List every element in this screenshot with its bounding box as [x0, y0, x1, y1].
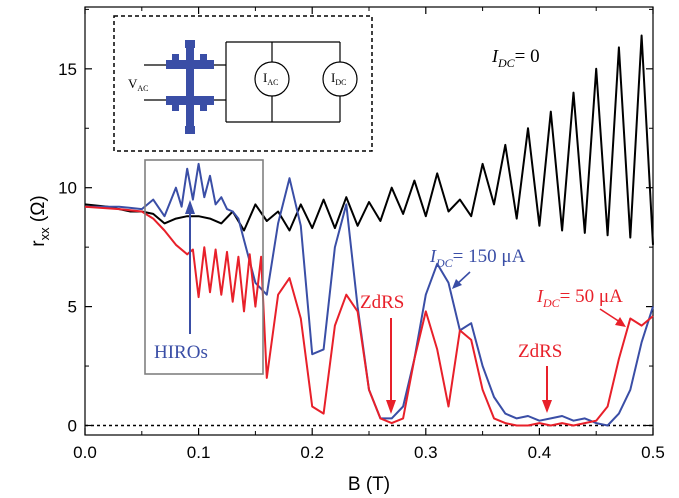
annotation-hiros: HIROs [154, 342, 208, 363]
x-tick-label: 0.0 [73, 443, 97, 462]
inset-iac-label: IAC [263, 70, 278, 87]
arrow-hiros [185, 200, 195, 334]
inset-wires [144, 41, 341, 123]
y-axis-ticks: 0 5 10 15 [58, 8, 653, 435]
inset-idc-label: IDC [331, 70, 346, 87]
series-line-2 [84, 205, 654, 427]
y-tick-label: 0 [68, 416, 77, 435]
inset-iac-source [254, 61, 290, 97]
y-tick-label: 15 [58, 60, 77, 79]
x-tick-label: 0.5 [641, 443, 665, 462]
annotation-idc-150: IDC= 150 μA [429, 246, 526, 270]
y-tick-label: 10 [58, 179, 77, 198]
annotation-zdrs-2: ZdRS [518, 341, 562, 362]
x-tick-label: 0.3 [414, 443, 438, 462]
x-tick-label: 0.1 [187, 443, 211, 462]
annotation-idc-0: IDC= 0 [491, 46, 540, 70]
y-tick-label: 5 [68, 298, 77, 317]
hiros-region-box [144, 159, 264, 375]
annotation-zdrs-1: ZdRS [360, 292, 404, 313]
arrow-idc-150 [452, 271, 471, 289]
inset-idc-source [322, 61, 358, 97]
series-line-0 [84, 34, 654, 245]
x-tick-label: 0.2 [300, 443, 324, 462]
annotation-idc-50: IDC= 50 μA [536, 286, 623, 310]
inset-vac-label: VAC [128, 76, 149, 93]
x-tick-label: 0.4 [528, 443, 552, 462]
inset-circuit: VAC IAC IDC [113, 15, 373, 152]
arrow-zdrs-1 [386, 318, 396, 414]
hall-bar-sample [166, 40, 214, 134]
series-layer [84, 34, 654, 427]
arrow-zdrs-2 [542, 366, 552, 413]
arrow-idc-50 [599, 308, 626, 327]
series-line-1 [85, 162, 654, 427]
x-axis-ticks: 0.0 0.1 0.2 0.3 0.4 0.5 [73, 7, 665, 462]
x-axis-title: B (T) [348, 474, 390, 495]
y-axis-title: rxx (Ω) [28, 195, 52, 246]
